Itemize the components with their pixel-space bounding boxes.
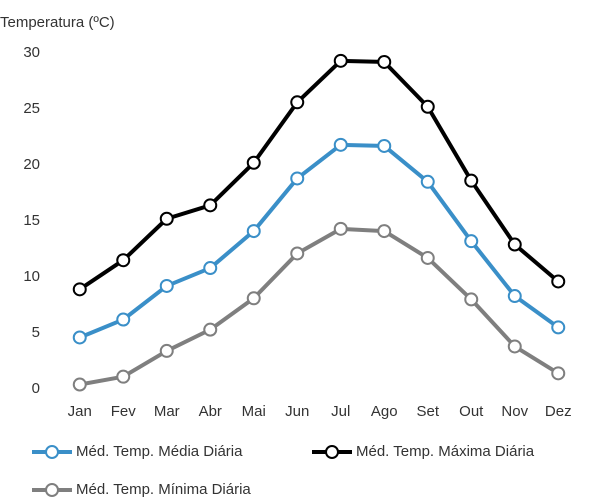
- x-tick-label: Out: [459, 403, 484, 420]
- point: [246, 224, 261, 239]
- point: [116, 312, 131, 327]
- x-tick-label: Set: [416, 403, 439, 420]
- legend-label: Méd. Temp. Mínima Diária: [76, 481, 251, 497]
- y-tick-label: 10: [23, 268, 40, 285]
- point: [290, 246, 305, 261]
- point: [72, 377, 87, 392]
- point: [551, 320, 566, 335]
- point: [203, 261, 218, 276]
- series-line: [79, 226, 560, 387]
- point: [464, 292, 479, 307]
- point: [203, 198, 218, 213]
- x-tick-label: Mar: [154, 403, 180, 420]
- x-tick-label: Fev: [111, 403, 137, 420]
- y-tick-label: 30: [23, 44, 40, 61]
- point: [420, 250, 435, 265]
- y-tick-label: 15: [23, 212, 40, 229]
- x-tick-label: Jan: [68, 403, 92, 420]
- x-tick-label: Jun: [285, 403, 309, 420]
- point: [203, 322, 218, 337]
- y-tick-label: 20: [23, 156, 40, 173]
- point: [377, 138, 392, 153]
- point: [464, 234, 479, 249]
- point: [72, 282, 87, 297]
- y-tick-label: 25: [23, 100, 40, 117]
- point: [159, 343, 174, 358]
- point: [72, 330, 87, 345]
- series-line: [78, 142, 560, 340]
- point: [159, 278, 174, 293]
- point: [420, 174, 435, 189]
- point: [507, 289, 522, 304]
- series-line: [78, 58, 560, 291]
- legend-marker: [45, 445, 59, 459]
- point: [290, 95, 305, 110]
- point: [290, 171, 305, 186]
- point: [507, 339, 522, 354]
- y-tick-label: 0: [32, 380, 40, 397]
- point: [551, 274, 566, 289]
- x-tick-label: Abr: [199, 403, 222, 420]
- point: [116, 253, 131, 268]
- point: [333, 221, 348, 236]
- legend-marker: [45, 483, 59, 497]
- point: [246, 291, 261, 306]
- point: [464, 173, 479, 188]
- x-tick-label: Ago: [371, 403, 398, 420]
- point: [333, 137, 348, 152]
- y-tick-label: 5: [32, 324, 40, 341]
- point: [333, 53, 348, 68]
- x-tick-label: Jul: [331, 403, 350, 420]
- x-tick-label: Nov: [501, 403, 528, 420]
- x-tick-label: Dez: [545, 403, 572, 420]
- legend-label: Méd. Temp. Máxima Diária: [356, 443, 535, 460]
- legend-label: Méd. Temp. Média Diária: [76, 443, 243, 460]
- point: [507, 237, 522, 252]
- y-axis-title: Temperatura (ºC): [0, 14, 115, 31]
- point: [420, 99, 435, 114]
- point: [116, 369, 131, 384]
- point: [551, 366, 566, 381]
- x-tick-label: Mai: [242, 403, 266, 420]
- point: [377, 54, 392, 69]
- point: [377, 224, 392, 239]
- point: [246, 155, 261, 170]
- point: [159, 211, 174, 226]
- legend-marker: [325, 445, 339, 459]
